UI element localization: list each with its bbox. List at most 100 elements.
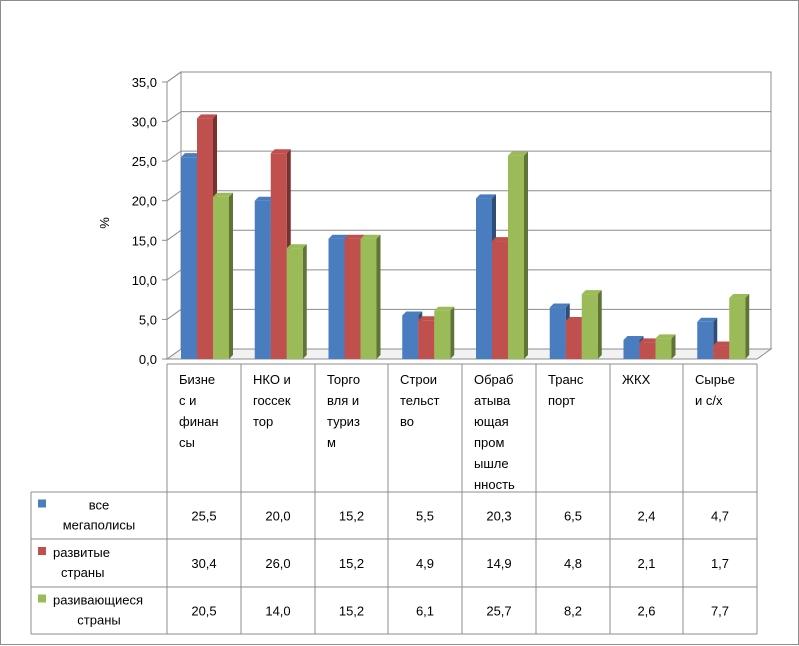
bar-3 [434, 310, 451, 359]
data-label: 2,1 [637, 556, 655, 571]
data-label: 25,5 [191, 509, 216, 524]
bar-top [623, 336, 644, 341]
bar-2 [270, 153, 287, 359]
bar-3 [213, 196, 229, 359]
legend-label: мегаполисы [63, 518, 136, 533]
data-label: 2,4 [637, 509, 655, 524]
x-tick-label: порт [548, 393, 575, 408]
data-label: 7,7 [711, 604, 729, 619]
x-tick-label: Бизне [179, 372, 215, 387]
bar-2 [418, 320, 435, 359]
data-label: 20,5 [191, 604, 216, 619]
x-tick-label: финан [179, 414, 219, 429]
bar-top [655, 334, 676, 339]
bar-1 [181, 157, 197, 359]
bar-top [492, 237, 512, 242]
data-label: 14,9 [486, 556, 511, 571]
x-tick-label: тор [253, 414, 273, 429]
bar-top [508, 151, 528, 156]
bar-side [524, 151, 528, 359]
x-tick-label: м [327, 435, 336, 450]
x-tick-label: тельст [400, 393, 439, 408]
data-label: 1,7 [711, 556, 729, 571]
x-tick-label: госсек [253, 393, 291, 408]
x-tick-label: Обраб [474, 372, 513, 387]
y-tick-label: 20,0 [132, 194, 157, 209]
bar-top [286, 244, 307, 249]
data-label: 6,1 [416, 604, 434, 619]
bar-2 [565, 321, 582, 359]
x-tick-label: сы [179, 435, 195, 450]
x-tick-label: и с/х [695, 393, 723, 408]
bar-1 [328, 238, 345, 359]
x-tick-label: ЖКХ [622, 372, 651, 387]
bar-top [549, 303, 570, 308]
bar-top [360, 234, 381, 239]
legend-swatch [38, 594, 46, 603]
x-tick-label: нность [474, 477, 515, 492]
bar-3 [508, 155, 524, 359]
gridline [166, 111, 771, 122]
bar-side [376, 234, 381, 359]
data-label: 15,2 [339, 556, 364, 571]
y-tick-label: 10,0 [132, 273, 157, 288]
data-label: 8,2 [564, 604, 582, 619]
data-label: 25,7 [486, 604, 511, 619]
y-tick-label: 0,0 [139, 352, 157, 367]
bar-side [745, 294, 750, 359]
bar-3 [729, 298, 746, 359]
x-tick-label: туриз [327, 414, 360, 429]
bar-top [213, 192, 233, 197]
y-axis-title: % [97, 217, 112, 229]
gridline [166, 71, 771, 83]
y-tick-label: 5,0 [139, 312, 157, 327]
y-tick-label: 35,0 [132, 75, 157, 90]
bar-1 [402, 315, 419, 359]
legend-swatch [38, 547, 46, 555]
bar-side [302, 244, 307, 359]
bar-2 [197, 118, 213, 359]
side-wall [166, 71, 182, 360]
bar-top [181, 153, 201, 158]
data-label: 2,6 [637, 604, 655, 619]
bar-top [581, 290, 602, 295]
y-tick-label: 15,0 [132, 233, 157, 248]
x-tick-label: Строи [400, 372, 437, 387]
legend-label: страны [61, 565, 104, 580]
data-label: 14,0 [265, 604, 290, 619]
bar-top [713, 341, 734, 346]
x-tick-label: атыва [474, 393, 511, 408]
bar-3 [360, 238, 377, 359]
bar-3 [286, 248, 303, 359]
y-tick-label: 30,0 [132, 115, 157, 130]
x-tick-label: во [400, 414, 414, 429]
data-label: 4,8 [564, 556, 582, 571]
x-tick-label: с и [179, 393, 196, 408]
data-label: 15,2 [339, 604, 364, 619]
bar-2 [492, 241, 508, 359]
bar-top [197, 114, 217, 119]
legend-label: развитые [53, 545, 110, 560]
bar-1 [476, 198, 492, 359]
bar-1 [623, 340, 640, 359]
data-label: 15,2 [339, 509, 364, 524]
x-tick-label: ышле [474, 456, 509, 471]
data-label: 30,4 [191, 556, 216, 571]
bar-top [434, 306, 455, 311]
x-tick-label: вля и [327, 393, 359, 408]
bar-2 [713, 345, 730, 359]
legend-label: страны [77, 613, 120, 628]
legend-label: все [89, 498, 110, 513]
bar-top [328, 234, 349, 239]
bar-3 [655, 338, 672, 359]
data-label: 6,5 [564, 509, 582, 524]
bar-top [254, 196, 275, 201]
bar-2 [344, 238, 361, 359]
bar-top [697, 317, 718, 322]
bar-side [229, 192, 233, 359]
bar-top [418, 316, 439, 321]
legend-label: разивающиеся [53, 593, 143, 608]
bar-1 [549, 307, 566, 359]
